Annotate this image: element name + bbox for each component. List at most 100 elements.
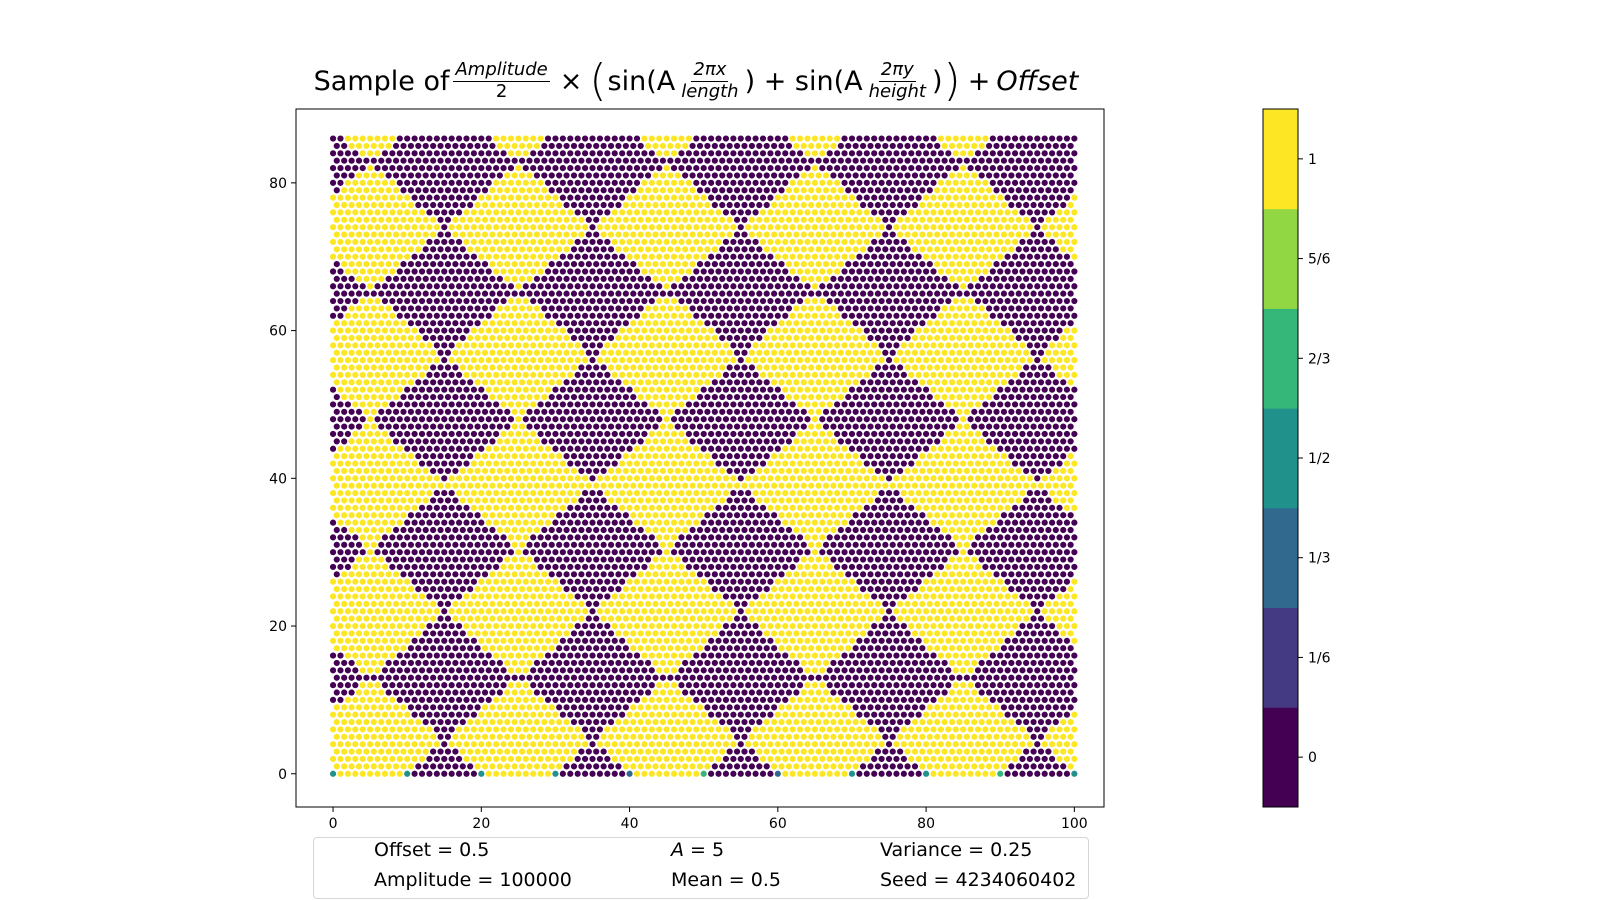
scatter-point [399,555,408,564]
scatter-point [922,710,930,719]
scatter-point [477,710,486,719]
scatter-point [336,755,345,763]
scatter-point [770,674,778,682]
scatter-point [451,747,460,756]
scatter-point [703,437,712,446]
scatter-point [377,659,385,667]
scatter-point [896,555,904,564]
scatter-point [462,504,471,512]
scatter-point [399,614,408,623]
scatter-point [470,725,478,734]
scatter-point [829,511,838,519]
scatter-point [455,725,463,734]
scatter-point [544,622,552,630]
scatter-point [903,674,912,682]
scatter-point [1044,733,1053,741]
scatter-point [588,755,597,763]
scatter-point [659,703,667,711]
scatter-point [396,489,404,497]
scatter-point [399,452,408,460]
scatter-point [466,762,474,771]
scatter-point [481,659,489,667]
scatter-point [677,681,686,689]
scatter-point [833,696,841,704]
scatter-point [503,629,511,638]
scatter-point [603,666,612,675]
scatter-point [933,511,941,519]
scatter-point [818,415,827,423]
scatter-point [392,614,400,623]
scatter-point [614,600,623,608]
scatter-point [918,482,927,490]
scatter-point [451,482,460,490]
scatter-point [866,659,875,667]
scatter-point [966,518,975,527]
scatter-point [722,504,730,512]
scatter-point [922,415,930,423]
scatter-point [585,718,593,726]
scatter-point [859,674,867,682]
scatter-point [481,437,489,446]
scatter-point [399,747,408,756]
scatter-point [952,533,960,542]
scatter-point [674,437,682,446]
scatter-point [648,696,656,704]
scatter-point [562,674,571,682]
scatter-point [918,762,927,771]
scatter-point [396,770,404,778]
scatter-point [1003,459,1012,468]
scatter-point [881,467,890,475]
scatter-point [514,578,523,586]
scatter-point [525,600,534,608]
scatter-point [636,526,645,534]
scatter-point [488,644,497,652]
scatter-point [562,629,571,638]
scatter-point [466,585,474,593]
scatter-point [766,563,775,571]
scatter-point [355,422,363,431]
scatter-point [970,600,978,608]
scatter-point [488,452,497,460]
scatter-point [870,459,878,468]
scatter-point [803,637,812,645]
scatter-point [462,666,471,675]
scatter-point [722,548,730,556]
scatter-point [707,710,715,719]
scatter-point [814,614,823,623]
scatter-point [651,703,660,711]
scatter-point [855,696,864,704]
scatter-point [714,533,723,542]
scatter-point [955,482,964,490]
scatter-point [763,467,771,475]
scatter-point [803,592,812,601]
scatter-point [355,482,363,490]
scatter-point [392,747,400,756]
scatter-point [585,541,593,549]
scatter-point [514,755,523,763]
scatter-point [573,755,582,763]
scatter-point [933,600,941,608]
scatter-point [629,659,637,667]
scatter-point [822,703,830,711]
scatter-point [407,629,415,638]
scatter-point [592,437,600,446]
scatter-point [403,755,411,763]
scatter-point [974,637,982,645]
scatter-point [644,467,652,475]
scatter-point [459,718,467,726]
scatter-point [844,629,852,638]
scatter-point [555,570,563,579]
scatter-point [429,467,437,475]
scatter-point [859,703,867,711]
scatter-point [711,570,719,579]
scatter-point [826,504,834,512]
scatter-point [559,770,567,778]
scatter-point [455,592,463,601]
scatter-point [703,585,712,593]
scatter-point [840,445,849,453]
scatter-point [837,452,845,460]
scatter-point [926,570,934,579]
scatter-point [1070,622,1079,630]
scatter-point [381,504,389,512]
scatter-point [388,459,397,468]
